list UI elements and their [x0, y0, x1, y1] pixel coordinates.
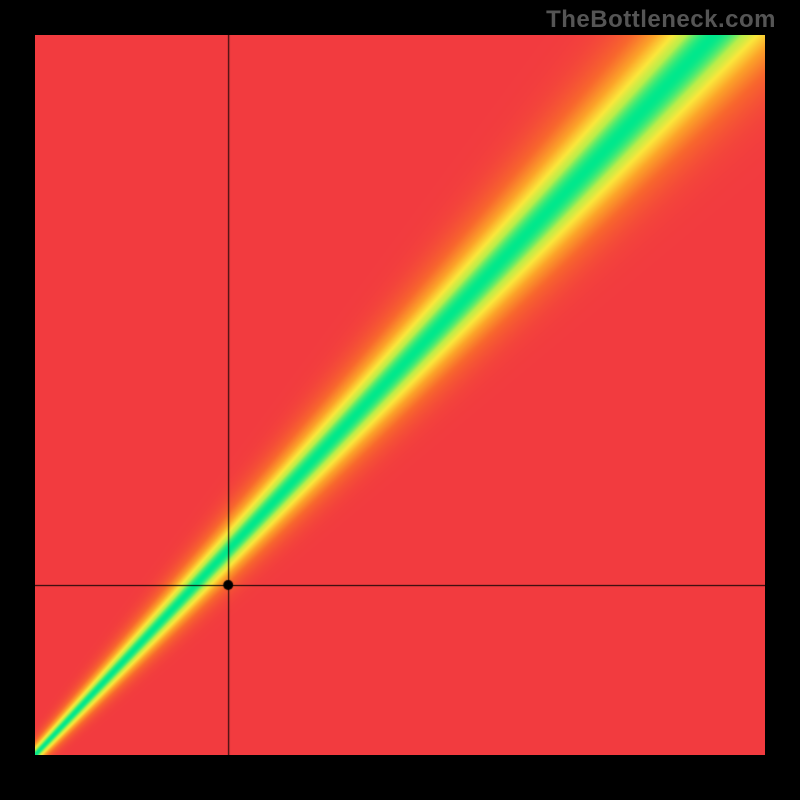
heatmap-canvas	[35, 35, 765, 755]
heatmap-plot	[35, 35, 765, 755]
watermark-text: TheBottleneck.com	[546, 6, 776, 34]
